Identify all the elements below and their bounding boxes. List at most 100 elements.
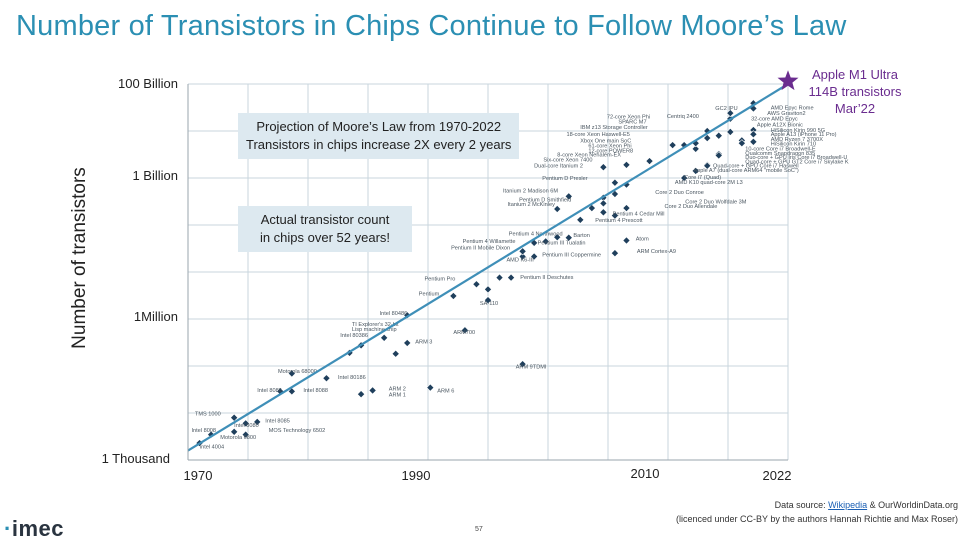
y-tick-label: 1 Billion	[132, 168, 178, 183]
point-label: Motorola 68000	[278, 369, 317, 375]
data-point	[460, 326, 469, 335]
data-point	[703, 161, 712, 170]
data-point	[726, 127, 735, 136]
x-tick-label: 2010	[630, 466, 660, 481]
data-point	[518, 247, 527, 256]
point-label: Pentium D Smithfield	[519, 198, 571, 204]
point-label: Pentium 4 Prescott	[595, 218, 643, 224]
point-label: AMD Epyc Rome	[771, 105, 814, 111]
apple-m1-ultra-annotation: Apple M1 Ultra 114B transistors Mar’22	[800, 66, 910, 117]
point-label: Itanium 2 McKinley	[508, 202, 555, 208]
point-label: Lisp machine chip	[352, 327, 397, 333]
point-label: SA-110	[480, 301, 498, 307]
x-tick-label: 1990	[401, 468, 431, 483]
data-point	[622, 236, 631, 245]
point-label: Intel 80486	[380, 311, 408, 317]
data-point	[610, 211, 619, 220]
page-number: 57	[475, 526, 483, 533]
trend-box-line-2: Transistors in chips increase 2X every 2…	[246, 137, 512, 152]
point-label: Atom	[636, 237, 649, 243]
point-label: 18-core Xeon Haswell-E5	[566, 132, 629, 138]
point-label: Duo-core + GPU Iris Core i7 Broadwell-U	[745, 155, 847, 161]
wikipedia-link[interactable]: Wikipedia	[828, 500, 868, 510]
point-label: 12-core POWER8	[588, 149, 633, 155]
data-point	[749, 137, 758, 146]
point-label: SPARC M7	[618, 119, 646, 125]
data-point	[610, 249, 619, 258]
chart-points	[195, 99, 758, 448]
data-point	[483, 296, 493, 305]
point-label: Intel 8086	[257, 388, 282, 394]
imec-logo: ·imec	[4, 516, 64, 541]
data-point	[380, 333, 389, 342]
chart-axes	[187, 84, 788, 461]
data-point	[622, 204, 631, 213]
license-note: (licenced under CC-BY by the authors Han…	[676, 514, 958, 524]
point-label: Quad-core + GPU Core i7 Haswell	[713, 164, 799, 170]
point-label: Itanium 2 Madison 6M	[503, 189, 558, 195]
point-label: 61-core Xeon Phi	[588, 143, 631, 149]
point-label: 72-core Xeon Phi	[607, 114, 650, 120]
source-suffix: & OurWorldinData.org	[867, 500, 958, 510]
point-label: Intel 80186	[338, 375, 366, 381]
y-tick-label: 1Million	[133, 309, 178, 324]
logo-text: imec	[11, 516, 64, 541]
point-label: Pentium D Presler	[542, 176, 588, 182]
point-label: Core 2 Duo Conroe	[655, 190, 704, 196]
point-label: Apple A13 (iPhone 11 Pro)	[771, 132, 837, 138]
data-point	[737, 139, 746, 148]
data-point	[553, 204, 562, 214]
point-label: Barton	[573, 233, 589, 239]
data-point	[230, 427, 239, 436]
point-label: Intel 8080	[234, 423, 259, 429]
data-point	[518, 252, 527, 261]
point-label: TI Explorer's 32-bit	[352, 322, 399, 328]
point-label: Pentium 4 Northwood	[509, 231, 563, 237]
trend-projection-box: Projection of Moore’s Law from 1970-2022…	[238, 113, 520, 159]
point-label: ARM 2	[389, 386, 406, 392]
point-label: Six-core Xeon 7400	[543, 158, 592, 164]
point-label: TMS 1000	[195, 411, 221, 417]
point-label: Quad-core + GPU GT2 Core i7 Skylake K	[745, 159, 849, 165]
point-label: Pentium 4 Willamette	[463, 239, 516, 245]
point-label: Dual-core Itanium 2	[534, 164, 583, 170]
point-label: Qualcomm Snapdragon 835	[745, 151, 815, 157]
point-label: ARM 3	[415, 339, 432, 345]
point-label: Pentium III Coppermine	[542, 252, 601, 258]
point-label: Intel 4004	[200, 444, 225, 450]
data-point	[610, 178, 619, 187]
point-label: ARM Cortex-A9	[637, 249, 676, 255]
x-tick-label: 1970	[183, 468, 213, 483]
data-point	[576, 215, 585, 224]
x-tick-label: 2022	[762, 468, 792, 483]
point-label: AMD K6-III	[506, 258, 534, 264]
data-point	[287, 369, 296, 378]
point-label: Intel 8088	[303, 388, 328, 394]
data-point	[599, 199, 608, 208]
data-point	[553, 233, 562, 242]
point-label: Pentium	[419, 292, 440, 298]
trend-line	[187, 83, 789, 452]
point-label: Motorola 6800	[220, 435, 256, 441]
data-point	[507, 273, 516, 282]
point-label: Pentium 4 Cedar Mill	[613, 212, 665, 218]
data-point	[749, 130, 758, 139]
data-source-note: Data source: Wikipedia & OurWorldinData.…	[676, 498, 958, 526]
point-label: ARM 9TDMI	[516, 364, 547, 370]
y-tick-label: 1 Thousand	[101, 451, 170, 466]
point-label: GC2 IPU	[715, 106, 737, 112]
highlight-star	[777, 70, 799, 91]
data-point	[357, 390, 366, 399]
actual-box-line-1: Actual transistor count	[260, 212, 390, 227]
data-point	[495, 273, 504, 282]
point-label: AMD Ryzen 7 3700X	[771, 137, 824, 143]
data-point	[599, 163, 608, 172]
point-label: Core i7 (Quad)	[684, 175, 721, 181]
data-point	[680, 173, 689, 183]
point-label: ARM 6	[437, 388, 454, 394]
slide-title: Number of Transistors in Chips Continue …	[16, 10, 847, 42]
annotation-line-2: 114B transistors	[808, 84, 902, 99]
point-label: AWS Graviton2	[767, 111, 805, 117]
point-label: Xbox One main SoC	[580, 138, 631, 144]
point-label: Core 2 Duo Wolfdale 3M	[685, 199, 746, 205]
